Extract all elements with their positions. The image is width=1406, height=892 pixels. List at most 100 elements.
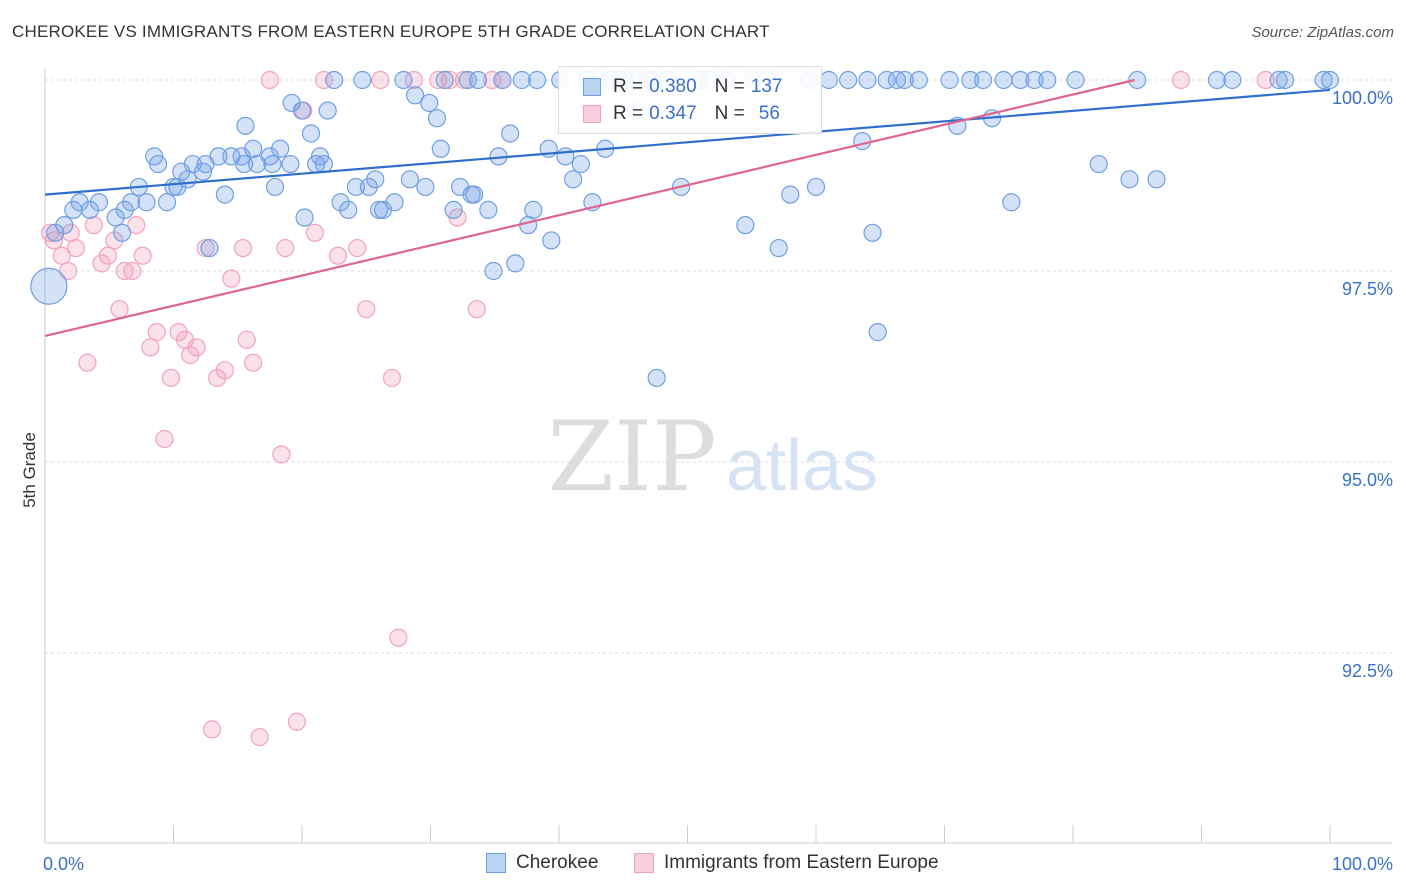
immigrants-point	[272, 445, 291, 464]
grid-lines	[45, 79, 1392, 654]
cherokee-point	[858, 70, 877, 90]
immigrants-point	[202, 720, 222, 739]
immigrants-point	[78, 353, 97, 372]
immigrants-point	[52, 246, 71, 265]
immigrants-point	[147, 323, 166, 342]
immigrants-point	[98, 246, 118, 265]
watermark-atlas: atlas	[726, 426, 878, 506]
immigrants-point	[169, 323, 188, 342]
cherokee-point	[314, 154, 333, 174]
immigrants-point	[187, 338, 206, 357]
cherokee-point	[781, 185, 800, 204]
y-tick-label: 92.5%	[1342, 661, 1393, 681]
immigrants-point	[1256, 70, 1275, 90]
cherokee-point	[282, 93, 301, 113]
immigrants-point	[115, 261, 134, 281]
cherokee-point	[346, 177, 366, 197]
cherokee-point	[940, 70, 959, 90]
cherokee-point	[70, 193, 89, 212]
cherokee-points	[30, 70, 1340, 388]
cherokee-point	[394, 70, 413, 90]
immigrants-point	[161, 368, 181, 388]
cherokee-point	[209, 147, 228, 166]
immigrants-point	[454, 70, 474, 90]
cherokee-point	[484, 261, 503, 281]
axes	[44, 68, 1392, 844]
cherokee-point	[444, 200, 463, 219]
cherokee-point	[961, 70, 980, 90]
legend-n-label: N =	[714, 76, 745, 97]
immigrants-point	[233, 238, 252, 258]
immigrants-point	[287, 712, 306, 731]
immigrants-point	[215, 361, 234, 380]
cherokee-point	[564, 170, 583, 189]
legend-n-value: 56	[758, 103, 780, 124]
immigrants-point	[250, 727, 269, 747]
immigrants-point	[382, 368, 402, 388]
chart-source: Source: ZipAtlas.com	[1251, 24, 1394, 41]
cherokee-point	[405, 86, 425, 105]
legend-row-immigrants: R = 0.347 N = 56	[583, 101, 786, 127]
cherokee-point	[178, 170, 197, 189]
cherokee-point	[887, 70, 907, 90]
immigrants-point	[276, 238, 295, 258]
cherokee-point	[542, 231, 561, 250]
legend-n-label: N =	[714, 103, 745, 124]
y-axis-label: 5th Grade	[20, 432, 39, 508]
immigrants-point	[404, 70, 423, 90]
cherokee-point	[512, 70, 531, 90]
cherokee-point	[501, 124, 520, 143]
cherokee-point	[973, 70, 993, 90]
legend-r-value: 0.380	[649, 76, 697, 97]
cherokee-point	[468, 70, 488, 90]
immigrants-point	[110, 300, 129, 319]
legend-row-cherokee: R = 0.380 N = 137	[583, 74, 788, 100]
series-swatch-cherokee	[486, 853, 506, 873]
cherokee-point	[148, 154, 168, 174]
cherokee-point	[736, 216, 755, 235]
immigrants-point	[371, 70, 390, 90]
immigrants-point	[483, 70, 502, 90]
immigrants-trend-line	[44, 78, 1136, 338]
immigrants-point	[237, 330, 256, 349]
cherokee-point	[292, 101, 312, 120]
y-tick-label: 100.0%	[1332, 88, 1393, 108]
cherokee-point	[647, 368, 666, 388]
cherokee-point	[994, 70, 1013, 90]
cherokee-point	[868, 323, 887, 342]
series-legend-cherokee[interactable]: Cherokee	[486, 852, 598, 874]
immigrants-point	[222, 269, 241, 288]
cherokee-point-large	[30, 267, 68, 305]
cherokee-point	[506, 254, 525, 273]
cherokee-point	[1314, 70, 1333, 90]
cherokee-point	[524, 200, 543, 219]
immigrants-point	[66, 238, 85, 258]
cherokee-point	[427, 109, 447, 128]
correlation-legend: R = 0.380 N = 137 R = 0.347 N = 56	[558, 66, 822, 134]
cherokee-point	[1320, 70, 1340, 90]
trend-lines	[44, 78, 1331, 338]
cherokee-point	[244, 139, 263, 158]
x-tick-label-start: 0.0%	[43, 854, 84, 874]
immigrants-point	[348, 238, 367, 258]
legend-r-label: R =	[613, 103, 644, 124]
watermark: ZIP atlas	[547, 401, 878, 513]
y-tick-label: 97.5%	[1342, 279, 1393, 299]
cherokee-point	[353, 70, 372, 90]
cherokee-point	[895, 70, 914, 90]
cherokee-point	[55, 216, 74, 235]
immigrants-point	[467, 300, 486, 319]
series-legend: Cherokee Immigrants from Eastern Europe	[0, 852, 1406, 876]
cherokee-point	[416, 177, 435, 197]
cherokee-point	[236, 116, 255, 135]
series-name-immigrants: Immigrants from Eastern Europe	[664, 852, 939, 873]
cherokee-point	[215, 185, 234, 204]
cherokee-point	[458, 70, 477, 90]
legend-swatch-immigrants	[583, 105, 601, 123]
immigrants-point	[123, 261, 142, 281]
legend-n-value: 137	[750, 76, 783, 97]
cherokee-point	[519, 216, 538, 235]
immigrants-point	[155, 429, 174, 449]
series-legend-immigrants[interactable]: Immigrants from Eastern Europe	[634, 852, 939, 874]
